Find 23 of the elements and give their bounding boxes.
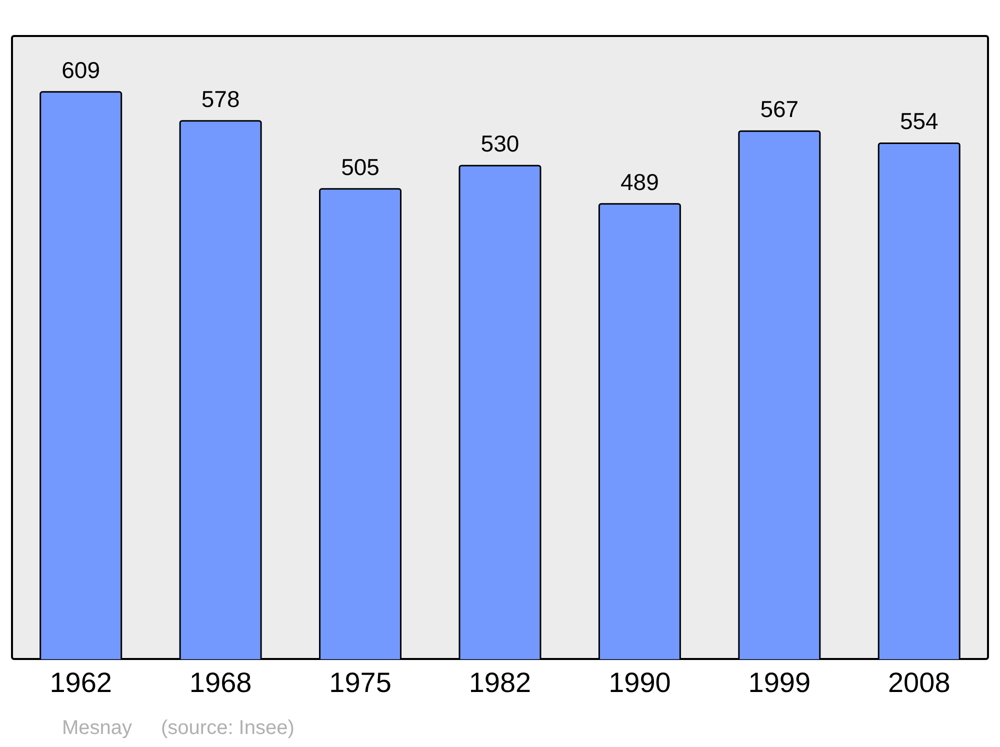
x-tick-label: 1990 xyxy=(608,666,671,698)
bar xyxy=(179,120,262,660)
data-label: 530 xyxy=(480,130,520,157)
data-label: 578 xyxy=(201,86,240,112)
data-label: 609 xyxy=(62,56,100,83)
bar xyxy=(598,203,681,660)
bar xyxy=(878,142,960,660)
text: (source: Insee) xyxy=(161,717,294,740)
x-tick-label: 1982 xyxy=(468,666,532,698)
bar xyxy=(319,188,402,660)
bar xyxy=(40,91,122,660)
x-tick-label: 1999 xyxy=(748,666,811,698)
data-label: 567 xyxy=(760,96,799,122)
bar xyxy=(458,164,542,660)
data-label: 489 xyxy=(620,168,659,195)
text: Mesnay xyxy=(62,717,132,740)
x-tick-label: 1975 xyxy=(329,666,392,698)
data-label: 505 xyxy=(341,154,380,180)
data-label: 554 xyxy=(900,108,939,134)
bar xyxy=(738,130,821,660)
x-tick-label: 1962 xyxy=(50,666,112,698)
x-tick-label: 2008 xyxy=(888,666,950,698)
x-tick-label: 1968 xyxy=(189,666,252,698)
